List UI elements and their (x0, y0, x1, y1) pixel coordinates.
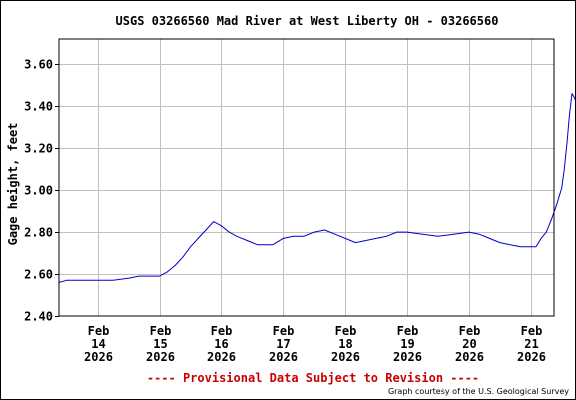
x-tick-label: 20 (462, 337, 476, 351)
axis-layer: 2.402.602.803.003.203.403.60Feb142026Feb… (24, 58, 546, 365)
y-tick-label: 3.20 (24, 142, 53, 156)
x-tick-label: 2026 (455, 350, 484, 364)
provisional-notice: ---- Provisional Data Subject to Revisio… (147, 371, 479, 385)
grid-layer (59, 39, 554, 316)
gage-height-series-line (58, 93, 575, 283)
x-tick-label: 2026 (331, 350, 360, 364)
y-tick-label: 3.60 (24, 58, 53, 72)
x-tick-label: 19 (400, 337, 414, 351)
x-tick-label: Feb (459, 324, 481, 338)
x-tick-label: Feb (150, 324, 172, 338)
y-tick-label: 2.60 (24, 268, 53, 282)
y-axis-label: Gage height, feet (6, 123, 20, 246)
y-tick-label: 2.40 (24, 310, 53, 324)
y-tick-label: 2.80 (24, 226, 53, 240)
x-tick-label: Feb (88, 324, 110, 338)
x-tick-label: Feb (273, 324, 295, 338)
x-tick-label: 2026 (207, 350, 236, 364)
series-layer (58, 93, 575, 283)
graph-credit: Graph courtesy of the U.S. Geological Su… (388, 387, 569, 396)
y-tick-label: 3.40 (24, 100, 53, 114)
x-tick-label: Feb (211, 324, 233, 338)
x-tick-label: 2026 (393, 350, 422, 364)
x-tick-label: Feb (335, 324, 357, 338)
x-tick-label: 16 (214, 337, 228, 351)
plot-area-border (58, 38, 555, 317)
x-tick-label: 18 (338, 337, 352, 351)
x-tick-label: 15 (153, 337, 167, 351)
x-tick-label: 21 (524, 337, 538, 351)
y-tick-label: 3.00 (24, 184, 53, 198)
x-tick-label: Feb (397, 324, 419, 338)
x-tick-label: 2026 (84, 350, 113, 364)
x-tick-label: 2026 (517, 350, 546, 364)
x-tick-label: 2026 (146, 350, 175, 364)
x-tick-label: Feb (521, 324, 543, 338)
x-tick-label: 14 (91, 337, 105, 351)
x-tick-label: 2026 (269, 350, 298, 364)
chart-title: USGS 03266560 Mad River at West Liberty … (116, 14, 499, 28)
x-tick-label: 17 (276, 337, 290, 351)
